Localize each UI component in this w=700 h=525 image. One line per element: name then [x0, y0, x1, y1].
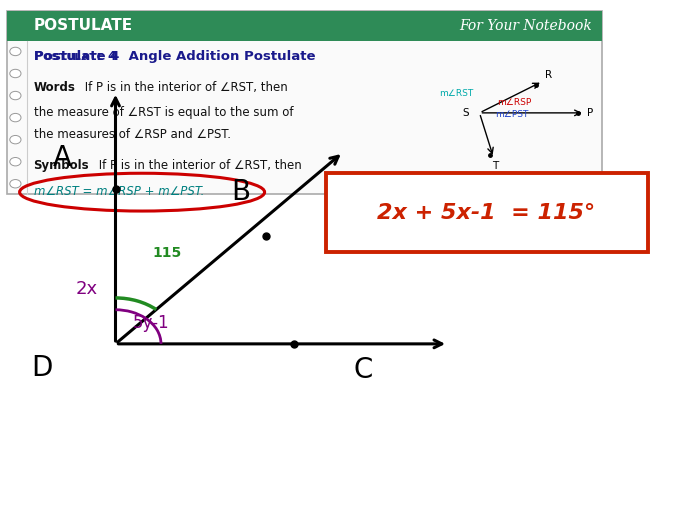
Text: 2x + 5x-1  = 115°: 2x + 5x-1 = 115° [377, 203, 596, 223]
Text: 5y-1: 5y-1 [133, 314, 169, 332]
Text: If P is in the interior of ∠RST, then: If P is in the interior of ∠RST, then [81, 81, 288, 94]
Text: Postulate 4  Angle Addition Postulate: Postulate 4 Angle Addition Postulate [34, 50, 315, 64]
Text: m∠RST = m∠RSP + m∠PST.: m∠RST = m∠RSP + m∠PST. [34, 185, 204, 198]
Text: P: P [587, 108, 593, 118]
Circle shape [10, 69, 21, 78]
Text: m∠RST: m∠RST [440, 89, 474, 98]
FancyBboxPatch shape [326, 173, 648, 252]
Circle shape [10, 47, 21, 56]
Text: If P is in the interior of ∠RST, then: If P is in the interior of ∠RST, then [95, 159, 302, 172]
Text: S: S [463, 108, 469, 118]
Text: the measures of ∠RSP and ∠PST.: the measures of ∠RSP and ∠PST. [34, 128, 230, 141]
Circle shape [10, 180, 21, 188]
Text: Pᴏsᴛᴜʟᴀᴛᴇ 4: Pᴏsᴛᴜʟᴀᴛᴇ 4 [34, 50, 116, 64]
Text: m∠RSP: m∠RSP [497, 98, 531, 107]
Text: A: A [52, 143, 71, 172]
Text: Words: Words [34, 81, 76, 94]
Text: m∠PST: m∠PST [495, 110, 528, 119]
Text: For Your Notebook: For Your Notebook [458, 19, 592, 33]
Text: the measure of ∠RST is equal to the sum of: the measure of ∠RST is equal to the sum … [34, 106, 293, 119]
Text: 115: 115 [153, 246, 182, 260]
Text: D: D [32, 353, 53, 382]
Text: Symbols: Symbols [34, 159, 89, 172]
Text: 2x: 2x [76, 280, 98, 298]
Circle shape [10, 135, 21, 144]
Circle shape [10, 91, 21, 100]
FancyBboxPatch shape [7, 10, 602, 194]
Text: B: B [231, 177, 250, 206]
Text: C: C [354, 356, 373, 384]
Text: R: R [545, 70, 552, 80]
FancyBboxPatch shape [7, 10, 602, 41]
Text: T: T [492, 161, 498, 171]
Text: POSTULATE: POSTULATE [34, 18, 133, 33]
Circle shape [10, 158, 21, 166]
Circle shape [10, 113, 21, 122]
